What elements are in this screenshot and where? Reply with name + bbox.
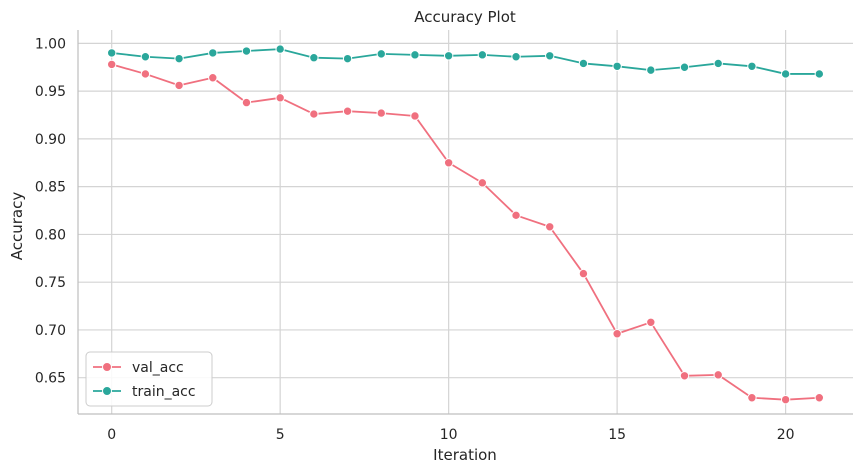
data-point [342,53,353,64]
legend: val_acc train_acc [85,351,213,407]
data-point [679,62,690,72]
chart-title: Accuracy Plot [414,8,516,26]
series-train_acc [106,44,825,79]
y-tick-label: 0.70 [35,323,66,339]
data-point [545,51,555,61]
data-point [713,370,723,380]
data-point [646,65,656,75]
data-point [208,48,218,58]
data-point [780,69,791,79]
data-point [646,317,656,327]
y-tick-label: 0.80 [35,227,66,243]
y-tick-label: 0.85 [35,180,66,196]
data-point [140,52,151,62]
legend-label: val_acc [132,360,184,376]
data-point [140,69,151,79]
data-point [545,222,555,232]
data-point [275,44,285,54]
y-tick-label: 0.75 [35,275,66,291]
x-tick-label: 0 [107,427,116,443]
x-axis-label: Iteration [433,446,497,464]
legend-marker [102,386,112,396]
x-tick-label: 20 [777,427,795,443]
y-tick-label: 0.95 [35,84,66,100]
data-point [780,394,791,405]
data-point [174,53,184,64]
data-point [376,49,386,59]
data-point [443,158,454,168]
x-tick-label: 5 [276,427,285,443]
data-point [275,93,285,103]
data-point [511,210,521,221]
data-point [241,46,252,56]
legend-item-train_acc: train_acc [93,384,196,400]
y-tick-label: 0.90 [35,132,66,148]
data-point [342,106,353,116]
legend-marker [102,362,112,372]
legend-item-val_acc: val_acc [93,360,184,376]
data-point [612,329,622,339]
data-point [713,58,723,69]
data-point [106,59,117,70]
y-tick-label: 0.65 [35,371,66,387]
data-point [578,58,589,69]
data-point [612,61,622,71]
data-point [679,371,690,381]
x-tick-label: 15 [608,427,626,443]
data-point [814,393,825,403]
data-point [410,111,420,121]
data-point [578,268,589,279]
data-point [174,80,184,91]
data-point [814,69,825,79]
series-line [111,63,820,401]
axes-spines [77,30,853,415]
legend-box [85,351,213,407]
x-tick-label: 10 [440,427,458,443]
y-tick-label: 1.00 [35,36,66,52]
series-line [111,48,820,75]
data-point [747,61,757,71]
data-point [443,51,454,61]
y-axis-label: Accuracy [8,192,26,261]
data-point [747,393,757,403]
legend-label: train_acc [132,384,196,400]
data-point [511,52,521,62]
tick-labels: 0 5 10 15 20 0.65 0.70 0.75 0.80 0.85 0.90 0.95 1.00 [35,36,795,443]
series-val_acc [106,59,825,405]
data-point [376,108,386,118]
data-point [477,50,488,60]
data-point [106,48,117,58]
data-point [309,109,319,119]
series-layer [106,44,825,405]
data-point [410,50,420,60]
data-point [309,53,319,63]
data-point [208,73,218,83]
data-point [477,178,488,188]
data-point [241,97,252,108]
